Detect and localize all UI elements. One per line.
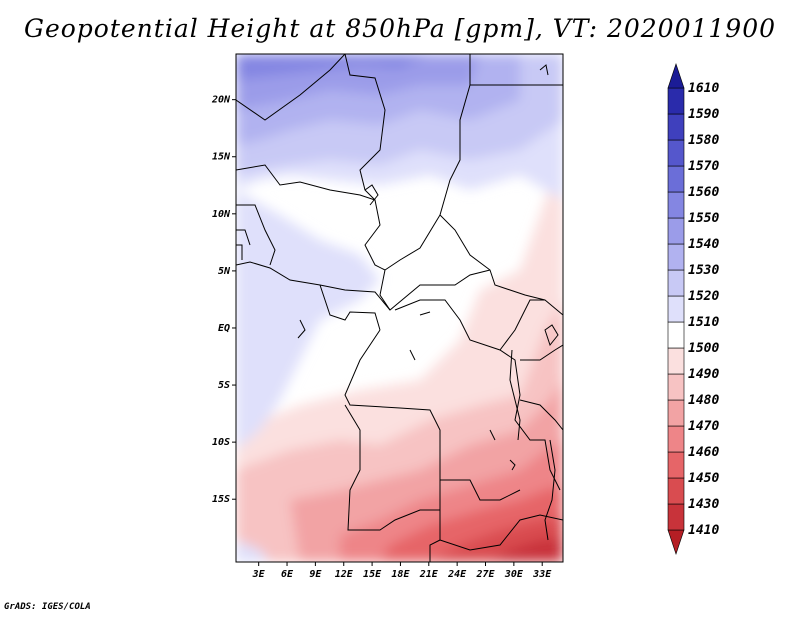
colorbar-swatch [667, 477, 685, 505]
lon-tick-label: 30E [504, 569, 524, 580]
colorbar-swatch [667, 321, 685, 349]
colorbar: 1410 1430 1450 1460 1470 1480 1490 1500 1510 1520… [667, 63, 719, 555]
latitude-axis: 20N 15N 10N 5N EQ 5S 10S 15S [211, 95, 236, 505]
lon-tick-label: 15E [363, 569, 382, 580]
lat-tick-label: 5N [218, 266, 231, 277]
colorbar-label: 1520 [688, 289, 719, 304]
lon-tick-label: 21E [419, 569, 439, 580]
colorbar-swatch [667, 347, 685, 375]
colorbar-swatch [667, 425, 685, 453]
longitude-axis: 3E 6E 9E 12E 15E 18E 21E 24E 27E 30E 33E [252, 562, 552, 580]
colorbar-label: 1480 [688, 393, 719, 408]
colorbar-label: 1430 [688, 497, 719, 512]
colorbar-label: 1490 [688, 367, 719, 382]
colorbar-lower-triangle [667, 529, 685, 555]
colorbar-swatch [667, 217, 685, 245]
lon-tick-label: 6E [281, 569, 294, 580]
lon-tick-label: 24E [447, 569, 467, 580]
colorbar-label: 1530 [688, 263, 719, 278]
lon-tick-label: 33E [532, 569, 552, 580]
colorbar-swatch [667, 295, 685, 323]
country-borders [236, 54, 563, 562]
colorbar-label: 1580 [688, 133, 719, 148]
colorbar-swatch [667, 165, 685, 193]
lat-tick-label: 20N [211, 95, 231, 106]
colorbar-label: 1470 [688, 419, 719, 434]
lon-tick-label: 18E [391, 569, 410, 580]
lon-tick-label: 27E [475, 569, 495, 580]
colorbar-swatch [667, 269, 685, 297]
colorbar-label: 1590 [688, 107, 719, 122]
colorbar-label: 1410 [688, 523, 719, 538]
lat-tick-label: 5S [218, 380, 230, 391]
lon-tick-label: 12E [335, 569, 354, 580]
colorbar-label: 1460 [688, 445, 719, 460]
colorbar-label: 1570 [688, 159, 719, 174]
lat-tick-label: 15N [212, 152, 231, 163]
colorbar-swatch [667, 451, 685, 479]
page-title: Geopotential Height at 850hPa [gpm], VT:… [23, 14, 777, 43]
colorbar-label: 1610 [688, 81, 719, 96]
colorbar-upper-triangle [667, 63, 685, 89]
colorbar-swatch [667, 113, 685, 141]
lon-tick-label: 9E [309, 569, 322, 580]
colorbar-label: 1450 [688, 471, 719, 486]
colorbar-swatch [667, 399, 685, 427]
colorbar-label: 1560 [688, 185, 719, 200]
lat-tick-label: 10N [212, 209, 231, 220]
colorbar-label: 1510 [688, 315, 719, 330]
colorbar-swatch [667, 243, 685, 271]
lat-tick-label: 10S [212, 437, 230, 448]
colorbar-swatch [667, 373, 685, 401]
credit-text: GrADS: IGES/COLA [4, 602, 91, 612]
colorbar-swatch [667, 503, 685, 531]
colorbar-swatch [667, 87, 685, 115]
colorbar-label: 1500 [688, 341, 719, 356]
map-frame [235, 53, 564, 563]
lon-tick-label: 3E [252, 569, 266, 580]
colorbar-swatch [667, 139, 685, 167]
lat-tick-label: EQ [218, 323, 230, 334]
colorbar-label: 1540 [688, 237, 719, 252]
colorbar-swatch [667, 191, 685, 219]
lat-tick-label: 15S [212, 494, 230, 505]
colorbar-label: 1550 [688, 211, 719, 226]
